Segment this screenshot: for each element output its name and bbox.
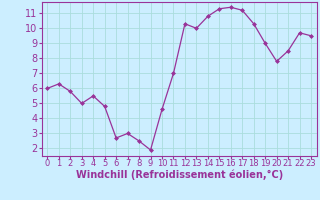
X-axis label: Windchill (Refroidissement éolien,°C): Windchill (Refroidissement éolien,°C) (76, 169, 283, 180)
